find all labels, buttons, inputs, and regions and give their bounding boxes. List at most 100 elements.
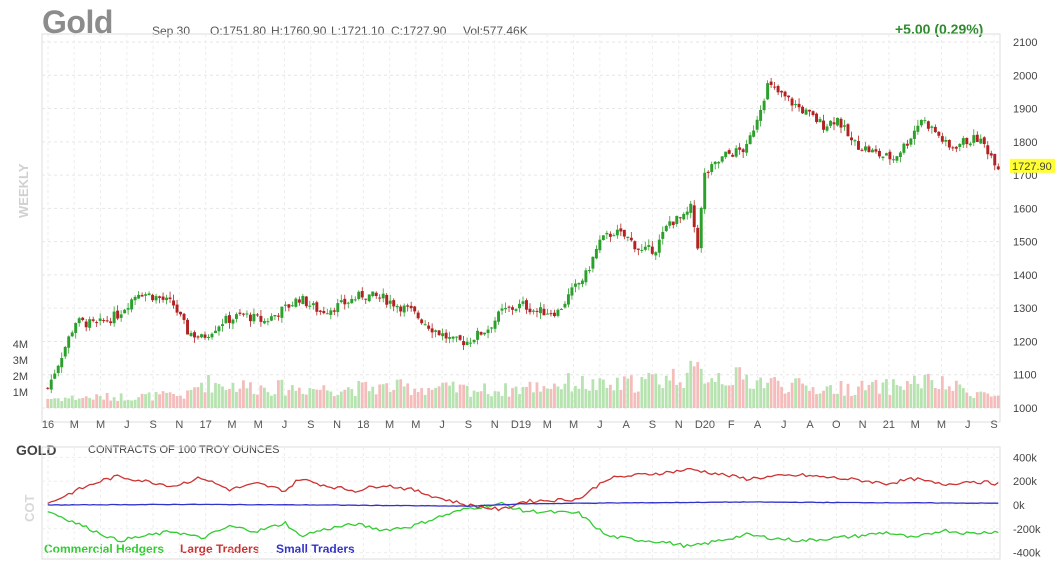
candle-body [518,303,521,309]
volume-bar [860,380,864,408]
volume-bar [808,390,811,408]
candle-body [371,291,375,297]
volume-bar [864,390,867,408]
candle-body [217,326,221,332]
candle-body [598,239,602,251]
volume-bar [818,393,822,408]
candle-body [881,156,885,159]
cot-tick-label: -400k [1013,548,1041,560]
volume-bar [857,386,860,408]
volume-bar [493,391,497,408]
price-tick-label: 1800 [1013,137,1037,149]
candle-body [46,387,50,389]
volume-bar [249,382,252,408]
volume-bar [532,392,535,408]
time-tick-label: A [806,419,814,431]
cot-tick-label: 400k [1013,452,1037,464]
candle-body [413,306,417,312]
candle-body [629,237,633,241]
candle-body [902,143,906,153]
volume-bar [944,389,948,408]
candle-body [584,270,588,283]
volume-bar [280,379,284,408]
volume-bar [266,392,270,408]
time-tick-label: J [124,419,130,431]
volume-bar [720,384,724,408]
time-tick-label: S [649,419,656,431]
time-tick-label: N [175,419,183,431]
volume-bar [140,393,144,408]
volume-bar [902,389,906,408]
candle-body [399,306,403,312]
volume-bar [448,385,452,408]
volume-bar [88,397,92,408]
candle-body [640,249,644,251]
volume-bar [542,386,546,408]
candle-body [738,147,742,150]
candle-body [797,103,801,108]
volume-bar [951,390,955,408]
volume-bar [528,381,532,408]
volume-bar [497,391,500,408]
cot-tick-label: 200k [1013,476,1037,488]
volume-bar [871,382,874,408]
volume-bar [839,381,843,408]
volume-bar [196,387,200,408]
volume-bar [885,379,888,408]
volume-bar [210,392,214,408]
candle-body [203,334,207,338]
candle-body [406,305,410,307]
volume-bar [539,391,542,408]
candle-body [70,332,74,337]
volume-bar [343,389,347,408]
volume-bar [360,382,364,408]
time-tick-label: J [965,419,971,431]
volume-bar [636,391,640,408]
volume-bar [615,377,619,408]
volume-bar [801,383,804,408]
candle-body [696,227,700,249]
volume-bar [968,396,972,408]
volume-bar [395,379,399,408]
volume-bar [95,394,99,408]
candle-body [221,324,224,327]
volume-bar [479,391,483,408]
volume-bar [643,379,647,408]
time-tick-label: N [859,419,867,431]
volume-bar [937,389,941,408]
candle-body [441,333,445,337]
volume-bar [958,384,962,408]
volume-bar [332,396,336,408]
volume-bar [423,394,427,408]
volume-bar [392,389,396,408]
volume-bar [975,392,979,408]
candle-body [378,297,382,299]
volume-bar [752,388,756,408]
candle-body [255,314,259,316]
candle-body [98,318,102,321]
candle-body [210,333,214,338]
cot-title: GOLD [16,442,57,458]
volume-bar [476,391,479,408]
candle-body [483,332,487,335]
volume-bar [154,391,158,408]
volume-bar [151,400,154,408]
price-tick-label: 1700 [1013,170,1037,182]
candle-body [339,300,343,303]
volume-bar [783,393,787,408]
candle-body [986,145,990,155]
volume-bar [56,398,60,408]
volume-bar [769,378,773,408]
candle-body [685,211,689,215]
volume-bar [224,389,228,408]
volume-bar [961,388,965,408]
volume-bar [165,392,168,408]
candle-body [133,296,137,301]
volume-bar [546,388,549,408]
candle-body [497,311,501,322]
candle-body [549,313,553,315]
volume-bar [70,395,74,408]
time-tick-label: D19 [511,419,531,431]
candle-body [996,166,1000,170]
